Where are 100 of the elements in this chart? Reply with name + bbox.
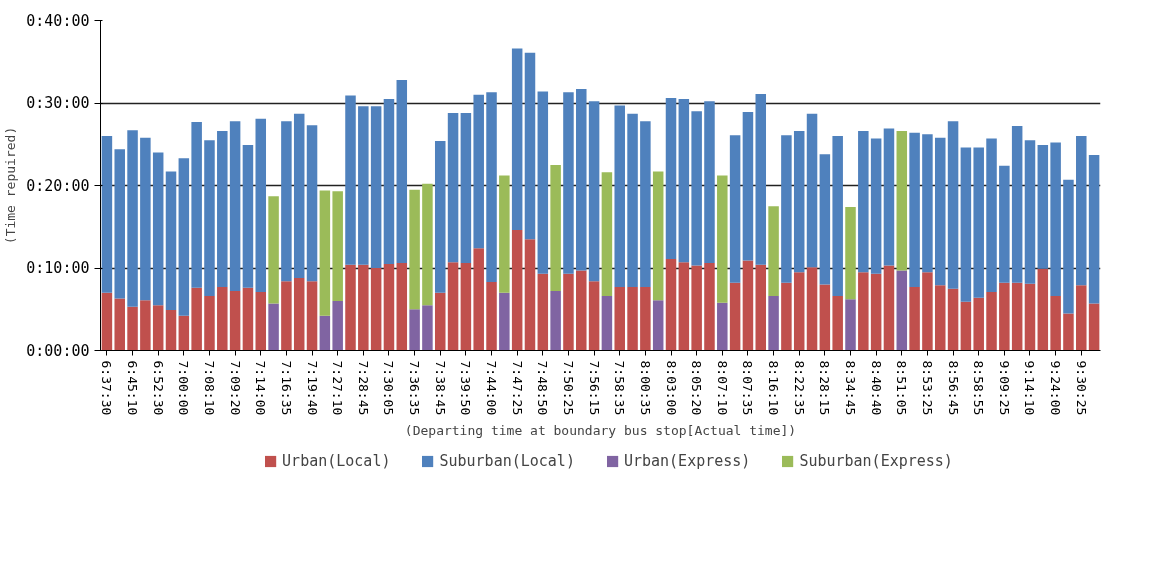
bar xyxy=(742,112,754,261)
bar xyxy=(781,135,792,283)
bar xyxy=(293,113,305,278)
bar xyxy=(255,291,267,351)
bar xyxy=(460,112,472,264)
bar xyxy=(281,281,292,351)
x-tick-label: 7:08:10 xyxy=(201,360,217,416)
bar xyxy=(550,291,561,351)
bar xyxy=(768,206,779,297)
bar xyxy=(1024,140,1036,284)
bar xyxy=(550,164,561,292)
bar xyxy=(486,92,497,283)
bar xyxy=(1063,179,1074,314)
bar xyxy=(473,248,484,351)
bar xyxy=(1050,296,1061,351)
bar xyxy=(1024,283,1036,351)
bar xyxy=(640,286,651,351)
bar xyxy=(152,152,164,306)
bar xyxy=(858,272,869,351)
x-tick-label: 7:44:00 xyxy=(484,360,500,416)
bar xyxy=(409,309,420,351)
bar xyxy=(101,136,113,293)
bar xyxy=(986,138,997,292)
bar xyxy=(114,149,125,299)
x-tick-label: 7:09:20 xyxy=(227,360,243,416)
x-tick-label: 8:03:00 xyxy=(663,360,679,416)
bar xyxy=(563,273,574,351)
bar xyxy=(447,112,459,263)
bar xyxy=(217,131,228,287)
bar xyxy=(691,265,702,351)
bar xyxy=(409,189,420,310)
x-tick-label: 8:51:05 xyxy=(894,360,910,416)
x-tick-label: 6:45:10 xyxy=(125,360,141,416)
bar xyxy=(511,48,523,231)
y-axis-title: (Time repuired) xyxy=(3,126,19,245)
bar xyxy=(1063,313,1074,351)
x-tick-label: 8:00:35 xyxy=(637,360,653,416)
bar xyxy=(627,113,638,287)
x-tick-label: 7:19:40 xyxy=(304,360,320,416)
x-tick-label: 7:48:50 xyxy=(535,360,551,416)
x-tick-label: 6:37:30 xyxy=(99,360,115,416)
bar xyxy=(691,111,702,266)
bar xyxy=(524,239,536,351)
bar xyxy=(434,292,446,351)
bar xyxy=(537,91,549,274)
x-tick-label: 8:22:35 xyxy=(791,360,807,416)
bar xyxy=(845,299,856,351)
bar xyxy=(140,137,151,301)
bar xyxy=(396,79,408,264)
bar xyxy=(281,121,292,282)
bar xyxy=(127,130,138,307)
bar xyxy=(640,121,651,287)
bar xyxy=(1037,268,1049,351)
bar xyxy=(704,101,715,264)
bar xyxy=(909,132,920,287)
bar xyxy=(588,281,600,351)
bar xyxy=(870,273,882,351)
x-axis-title: (Departing time at boundary bus stop[Actual time]) xyxy=(404,423,797,439)
bar xyxy=(345,95,356,265)
bar xyxy=(511,230,523,351)
bar xyxy=(614,286,625,351)
bar xyxy=(999,165,1010,283)
y-tick-label: 0:30:00 xyxy=(26,94,90,112)
bar xyxy=(601,172,613,297)
bar xyxy=(204,140,215,297)
bar xyxy=(819,154,831,285)
bar xyxy=(832,296,843,351)
bar xyxy=(960,147,972,302)
bar xyxy=(396,263,408,351)
bar xyxy=(345,264,356,351)
bar xyxy=(896,131,908,271)
x-tick-label: 7:56:15 xyxy=(586,360,602,416)
bar xyxy=(473,94,484,249)
x-tick-label: 7:47:25 xyxy=(509,360,525,416)
bar xyxy=(614,105,625,287)
y-tick-label: 0:10:00 xyxy=(26,259,90,277)
bar xyxy=(1088,303,1100,351)
x-tick-label: 9:09:25 xyxy=(996,360,1012,416)
bar xyxy=(499,175,510,293)
bar xyxy=(922,134,933,273)
bar xyxy=(319,315,331,351)
x-tick-label: 7:14:00 xyxy=(253,360,269,416)
x-tick-label: 7:00:00 xyxy=(176,360,192,416)
bar xyxy=(178,158,190,316)
bar xyxy=(896,270,908,351)
bar xyxy=(306,125,318,282)
bar xyxy=(1037,145,1049,269)
bar xyxy=(717,175,728,303)
bar xyxy=(947,288,959,351)
bar xyxy=(268,196,279,304)
bar xyxy=(665,98,677,259)
bar xyxy=(434,140,446,293)
x-tick-label: 7:38:45 xyxy=(432,360,448,416)
bar xyxy=(576,88,587,271)
x-tick-label: 8:53:25 xyxy=(919,360,935,416)
bar xyxy=(845,206,856,300)
bar xyxy=(922,272,933,351)
bar xyxy=(819,284,831,351)
y-tick-label: 0:40:00 xyxy=(26,11,90,30)
bar xyxy=(306,281,318,351)
